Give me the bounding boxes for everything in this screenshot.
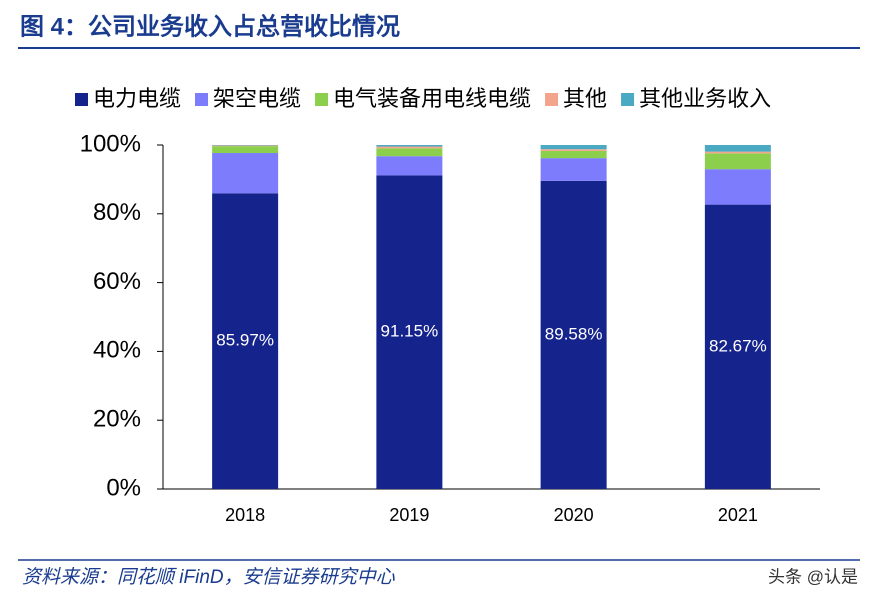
bar-segment [540, 180, 607, 490]
bar-segment [212, 153, 279, 194]
bar-segment [376, 146, 443, 149]
bar-segment [704, 169, 771, 205]
bar-segment [540, 149, 607, 151]
data-label: 89.58% [545, 324, 603, 343]
data-label: 85.97% [216, 331, 274, 350]
y-tick-label: 100% [80, 130, 141, 157]
bar-segment [540, 158, 607, 181]
bar-segment [212, 145, 279, 147]
source-note: 资料来源：同花顺 iFinD，安信证券研究中心 [22, 566, 396, 588]
bar-segment [540, 145, 607, 150]
legend-label: 电力电缆 [93, 86, 181, 111]
legend-swatch [545, 93, 559, 106]
data-label: 82.67% [709, 336, 767, 355]
bar-segment [376, 156, 443, 176]
bar-segment [704, 151, 771, 154]
bar-segment [376, 148, 443, 157]
y-tick-label: 0% [106, 474, 141, 501]
legend-label: 其他 [563, 86, 607, 111]
x-tick-label: 2021 [718, 505, 758, 525]
data-label: 91.15% [381, 322, 439, 341]
y-tick-label: 60% [93, 268, 141, 295]
x-tick-label: 2020 [554, 505, 594, 525]
legend-label: 其他业务收入 [639, 86, 771, 111]
y-tick-label: 20% [93, 406, 141, 433]
bar-segment [376, 145, 443, 147]
legend-swatch [75, 93, 88, 106]
bar-segment [540, 150, 607, 159]
chart-title: 图 4：公司业务收入占总营收比情况 [20, 12, 400, 40]
bar-segment [704, 145, 771, 152]
legend-label: 电气装备用电线电缆 [333, 86, 531, 111]
watermark: 头条 @认是 [768, 567, 858, 586]
bar-segment [376, 175, 443, 489]
legend-swatch [195, 93, 209, 106]
bar-segment [212, 193, 279, 490]
bar-segment [704, 153, 771, 170]
legend-swatch [315, 93, 329, 106]
bar-segment [704, 204, 771, 489]
legend-label: 架空电缆 [213, 86, 301, 111]
y-tick-label: 80% [93, 199, 141, 226]
x-tick-label: 2019 [389, 505, 429, 525]
bar-segment [212, 146, 279, 154]
y-tick-label: 40% [93, 337, 141, 364]
x-tick-label: 2018 [225, 505, 265, 525]
legend-swatch [621, 93, 635, 106]
